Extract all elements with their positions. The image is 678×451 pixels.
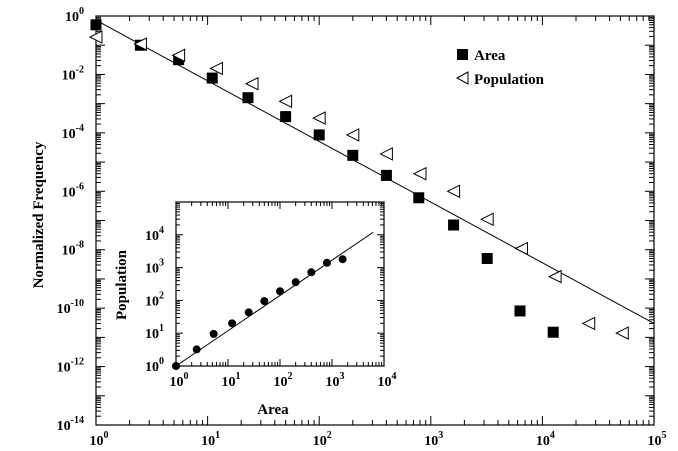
population-point	[480, 212, 494, 227]
area-point	[448, 219, 460, 231]
inset: 100 101 102 103 104 100 101 102 103 104 Area Popu…	[114, 200, 397, 418]
population-point	[312, 111, 326, 125]
population-point	[278, 94, 293, 109]
main-y-tick-label: 10-2	[62, 64, 84, 83]
main-x-tick-label: 100	[90, 430, 109, 449]
legend-population-marker	[455, 71, 469, 85]
main-x-tick-label: 102	[313, 430, 332, 449]
inset-y-tick-label: 104	[145, 225, 164, 244]
inset-x-tick-label: 101	[222, 371, 241, 390]
legend-population-label: Population	[474, 72, 545, 88]
population-point	[171, 48, 186, 63]
main-y-tick-label: 10-14	[57, 415, 84, 434]
population-point	[88, 30, 103, 44]
legend-area-marker	[457, 49, 468, 60]
population-point	[379, 147, 393, 161]
inset-y-tick-label: 103	[145, 258, 164, 277]
population-point	[615, 326, 629, 340]
inset-point	[172, 362, 180, 370]
inset-point	[291, 278, 300, 287]
main-y-tick-label: 10-10	[57, 298, 84, 317]
population-point	[547, 269, 562, 284]
inset-x-axis-label: Area	[257, 402, 289, 418]
main-axes: 100 101 102 103 104 105 100 10-2 10-4 10-6 10-8 10-…	[57, 6, 667, 449]
legend: Area Population	[455, 48, 545, 88]
main-x-tick-label: 104	[536, 430, 555, 449]
main-y-tick-label: 10-6	[62, 181, 84, 200]
population-point	[345, 128, 360, 142]
main-y-tick-label: 10-8	[62, 240, 84, 259]
inset-point	[228, 319, 237, 328]
inset-point	[338, 255, 347, 264]
legend-area-label: Area	[474, 48, 506, 64]
inset-y-tick-label: 101	[145, 323, 164, 342]
main-y-tick-label: 10-12	[57, 357, 84, 376]
main-points-layer	[88, 19, 629, 340]
inset-y-tick-label: 100	[145, 356, 164, 375]
population-point	[514, 241, 529, 256]
area-point	[547, 326, 559, 338]
inset-point	[276, 287, 284, 296]
main-y-axis-label: Normalized Frequency	[31, 141, 47, 288]
inset-point	[192, 345, 201, 354]
area-point	[380, 169, 392, 181]
main-x-tick-label: 103	[424, 430, 443, 449]
area-point	[206, 72, 218, 84]
population-point	[133, 37, 147, 51]
inset-fit-line-layer	[175, 231, 374, 367]
inset-point	[322, 258, 331, 267]
inset-y-tick-label: 102	[145, 290, 164, 309]
population-point	[209, 61, 223, 76]
area-point	[173, 54, 185, 66]
inset-y-axis-label: Population	[114, 249, 130, 320]
area-point	[481, 253, 493, 265]
population-point	[244, 76, 259, 91]
inset-point	[307, 268, 316, 277]
population-point	[581, 316, 596, 331]
inset-point	[209, 329, 218, 338]
inset-point	[244, 308, 253, 317]
inset-fit-line	[175, 231, 374, 367]
inset-points-layer	[172, 255, 347, 370]
area-point	[347, 149, 359, 161]
population-point	[446, 184, 461, 199]
inset-x-tick-label: 102	[274, 371, 293, 390]
inset-background	[160, 200, 386, 368]
area-point	[413, 192, 425, 204]
area-point	[514, 305, 526, 317]
area-point	[280, 111, 292, 123]
inset-x-tick-label: 104	[378, 371, 397, 390]
inset-point	[260, 297, 269, 306]
inset-x-tick-label: 103	[326, 371, 345, 390]
inset-x-tick-label: 100	[170, 371, 189, 390]
area-point	[313, 129, 325, 141]
main-x-tick-label: 101	[201, 430, 220, 449]
area-point	[90, 19, 102, 31]
area-point	[242, 92, 254, 104]
main-y-tick-label: 100	[65, 6, 84, 25]
main-x-tick-label: 105	[648, 430, 667, 449]
main-y-tick-label: 10-4	[62, 123, 84, 142]
population-point	[412, 166, 427, 181]
